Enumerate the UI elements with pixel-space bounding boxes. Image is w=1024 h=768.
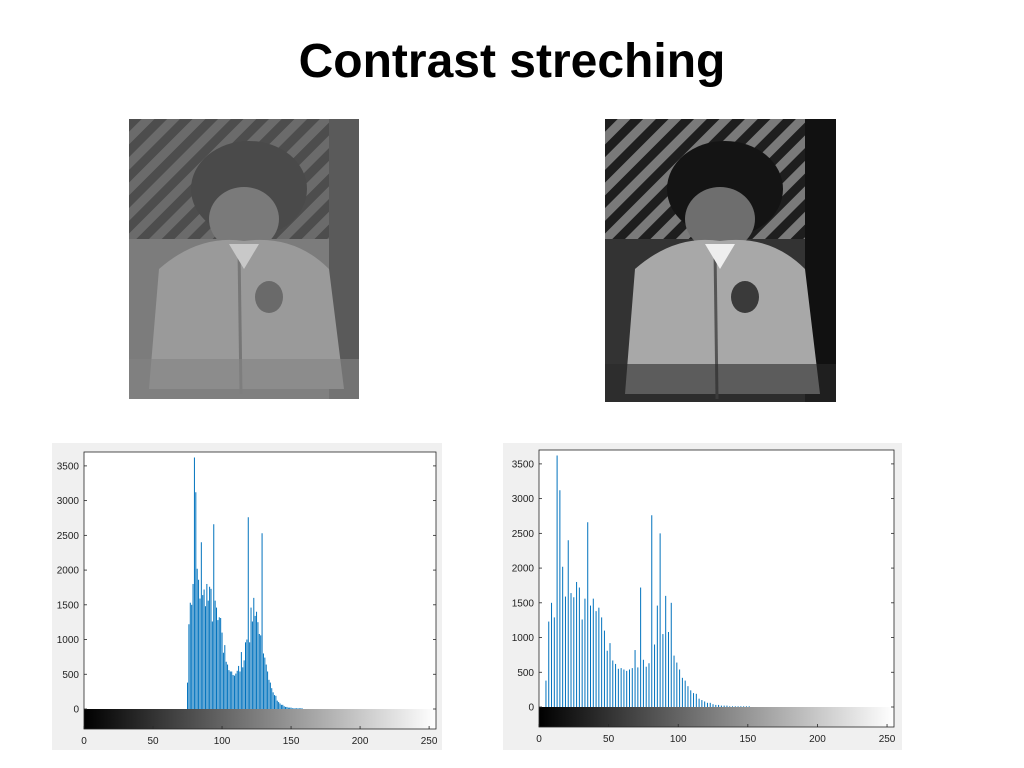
y-tick-label: 1500 bbox=[512, 598, 535, 609]
y-tick-label: 0 bbox=[528, 703, 534, 714]
y-tick-label: 2500 bbox=[57, 531, 80, 542]
histogram-original-svg: 0 500 1000 1500 2000 2500 3000 3500 0 50 100 150 200… bbox=[57, 451, 438, 747]
x-tick-label: 50 bbox=[603, 734, 615, 745]
x-tick-label: 250 bbox=[879, 734, 896, 745]
plot-area bbox=[539, 450, 894, 727]
y-tick-label: 3000 bbox=[57, 496, 80, 507]
x-tick-label: 150 bbox=[739, 734, 756, 745]
y-tick-label: 2500 bbox=[512, 529, 535, 540]
x-tick-label: 100 bbox=[214, 736, 231, 747]
y-tick-label: 3500 bbox=[57, 461, 80, 472]
y-tick-label: 500 bbox=[62, 670, 79, 681]
x-tick-label: 100 bbox=[670, 734, 687, 745]
y-tick-label: 1000 bbox=[512, 633, 535, 644]
plot-frame bbox=[83, 451, 437, 730]
x-tick-label: 0 bbox=[81, 736, 87, 747]
slide-title: Contrast streching bbox=[298, 35, 726, 88]
grayscale-colorbar bbox=[84, 709, 436, 729]
y-tick-label: 3500 bbox=[512, 459, 535, 470]
stretched-image bbox=[605, 119, 836, 402]
plot-frame bbox=[538, 449, 895, 728]
histogram-original: 0 500 1000 1500 2000 2500 3000 3500 0 50 100 150 200… bbox=[52, 443, 442, 750]
original-image bbox=[129, 119, 359, 399]
y-tick-label: 2000 bbox=[57, 566, 80, 577]
x-tick-label: 250 bbox=[421, 736, 438, 747]
plot-area bbox=[84, 452, 436, 729]
histogram-stretched-svg: 0 500 1000 1500 2000 2500 3000 3500 0 50 100 150 200… bbox=[512, 449, 896, 745]
y-tick-label: 3000 bbox=[512, 494, 535, 505]
y-tick-label: 1500 bbox=[57, 600, 80, 611]
x-tick-label: 200 bbox=[809, 734, 826, 745]
y-tick-label: 2000 bbox=[512, 564, 535, 575]
x-tick-label: 0 bbox=[536, 734, 542, 745]
grayscale-colorbar bbox=[539, 707, 894, 727]
y-tick-label: 0 bbox=[73, 705, 79, 716]
x-tick-label: 150 bbox=[283, 736, 300, 747]
histogram-stretched: 0 500 1000 1500 2000 2500 3000 3500 0 50 100 150 200… bbox=[503, 443, 902, 750]
y-tick-label: 1000 bbox=[57, 635, 80, 646]
x-tick-label: 50 bbox=[147, 736, 159, 747]
x-tick-label: 200 bbox=[352, 736, 369, 747]
y-tick-label: 500 bbox=[517, 668, 534, 679]
